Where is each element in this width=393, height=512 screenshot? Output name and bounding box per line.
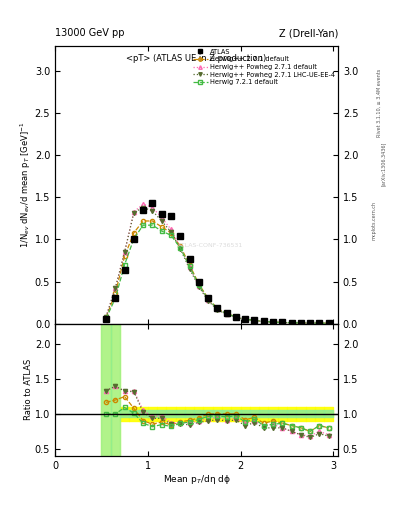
- Legend: ATLAS, Herwig++ 2.7.1 default, Herwig++ Powheg 2.7.1 default, Herwig++ Powheg 2.: ATLAS, Herwig++ 2.7.1 default, Herwig++ …: [192, 48, 336, 86]
- Text: 13000 GeV pp: 13000 GeV pp: [55, 28, 125, 38]
- Y-axis label: 1/N$_{ev}$ dN$_{ev}$/d mean p$_{T}$ [GeV]$^{-1}$: 1/N$_{ev}$ dN$_{ev}$/d mean p$_{T}$ [GeV…: [19, 121, 33, 248]
- X-axis label: Mean p$_{T}$/dη dϕ: Mean p$_{T}$/dη dϕ: [163, 473, 230, 486]
- Y-axis label: Ratio to ATLAS: Ratio to ATLAS: [24, 359, 33, 420]
- Text: mcplots.cern.ch: mcplots.cern.ch: [372, 201, 376, 240]
- Text: <pT> (ATLAS UE in Z production): <pT> (ATLAS UE in Z production): [127, 54, 266, 63]
- Text: ATLAS-CONF-736531: ATLAS-CONF-736531: [178, 243, 243, 248]
- Text: [arXiv:1306.3436]: [arXiv:1306.3436]: [381, 142, 386, 186]
- Text: Rivet 3.1.10, ≥ 3.4M events: Rivet 3.1.10, ≥ 3.4M events: [376, 68, 381, 137]
- Text: Z (Drell-Yan): Z (Drell-Yan): [279, 28, 338, 38]
